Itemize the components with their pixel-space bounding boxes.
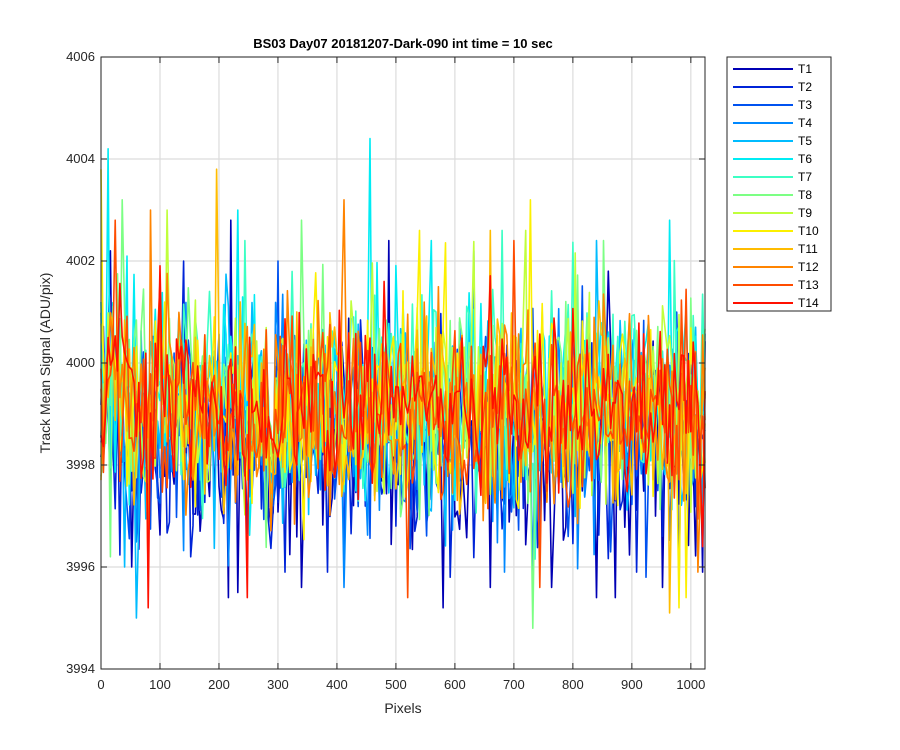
legend-label-t3: T3: [798, 98, 812, 112]
legend-label-t10: T10: [798, 224, 819, 238]
chart-title: BS03 Day07 20181207-Dark-090 int time = …: [253, 36, 553, 51]
x-tick-label: 800: [562, 677, 584, 692]
y-tick-label: 3996: [66, 559, 95, 574]
legend: T1 T2 T3 T4 T5 T6 T7 T8 T9 T10 T11 T12 T13 T14: [726, 56, 832, 312]
series-lines: [100, 137, 706, 629]
x-tick-label: 400: [326, 677, 348, 692]
x-tick-label: 500: [385, 677, 407, 692]
y-axis-label: Track Mean Signal (ADU/pix): [37, 273, 53, 454]
x-tick-label: 100: [149, 677, 171, 692]
legend-label-t6: T6: [798, 152, 812, 166]
series-line-t14: [100, 265, 706, 609]
legend-label-t8: T8: [798, 188, 812, 202]
legend-label-t14: T14: [798, 296, 819, 310]
legend-label-t9: T9: [798, 206, 812, 220]
x-axis-label: Pixels: [384, 700, 421, 716]
series-line-t8: [100, 199, 706, 629]
y-tick-label: 4000: [66, 355, 95, 370]
y-tick-label: 4002: [66, 253, 95, 268]
legend-label-t13: T13: [798, 278, 819, 292]
x-tick-label: 600: [444, 677, 466, 692]
x-tick-label: 200: [208, 677, 230, 692]
y-tick-label: 3994: [66, 661, 95, 676]
series-line-t13: [100, 219, 706, 599]
legend-box: [726, 56, 832, 312]
x-tick-label: 1000: [676, 677, 705, 692]
ticks: 0 100 200 300 400 500 600 700 800 900 1000 3994 3996…: [66, 49, 705, 692]
y-tick-label: 4006: [66, 49, 95, 64]
y-tick-label: 4004: [66, 151, 95, 166]
y-tick-label: 3998: [66, 457, 95, 472]
x-tick-label: 0: [97, 677, 104, 692]
legend-label-t12: T12: [798, 260, 819, 274]
legend-label-t1: T1: [798, 62, 812, 76]
legend-label-t7: T7: [798, 170, 812, 184]
legend-label-t2: T2: [798, 80, 812, 94]
x-tick-label: 700: [503, 677, 525, 692]
legend-label-t11: T11: [798, 242, 818, 256]
legend-label-t5: T5: [798, 134, 812, 148]
x-tick-label: 300: [267, 677, 289, 692]
legend-label-t4: T4: [798, 116, 812, 130]
x-tick-label: 900: [621, 677, 643, 692]
